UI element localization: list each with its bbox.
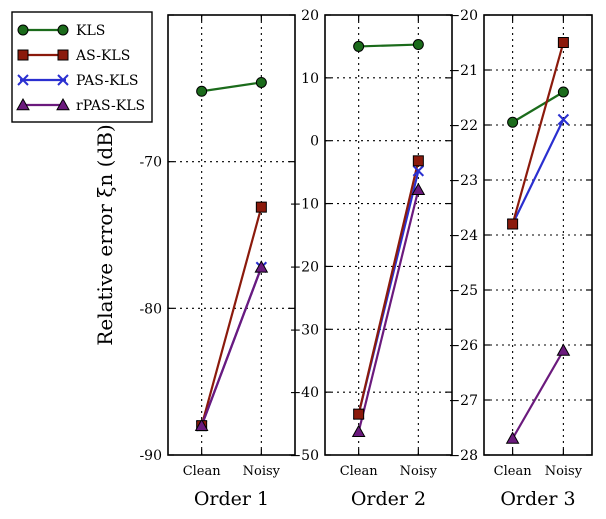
legend-marker-as-kls-a [17,49,29,61]
point-kls-clean [507,116,519,128]
y-tick-label: −22 [448,118,478,134]
panel-title: Order 2 [351,488,426,510]
y-tick-label: -80 [139,301,162,317]
y-tick-label: 20 [301,8,319,24]
point-pas-kls-noisy [557,113,570,126]
legend-entry-pas-kls: PAS-KLS [17,73,138,89]
y-tick-label: −10 [289,197,319,213]
legend-marker-kls-a [17,24,29,36]
y-tick-label: −50 [289,448,319,464]
y-tick-label: -70 [139,155,162,171]
point-kls-noisy [557,86,569,98]
y-tick-label: −27 [448,393,478,409]
series-line-rpas-kls [511,349,565,440]
legend-marker-rpas-kls-b [56,97,70,111]
series-line-pas-kls [511,119,565,225]
point-rpas-kls-noisy [411,182,426,196]
series-line-as-kls [511,42,565,225]
legend-entry-kls: KLS [17,23,105,39]
panel-1: -90 -80 -70 Clean Noisy Order 1 [139,14,296,510]
y-tick-label: −25 [448,283,478,299]
y-axis-label: Relative error ξn (dB) [93,124,117,345]
point-as-kls-noisy [255,201,267,213]
panels: -90 -80 -70 Clean Noisy Order 1 −50 −40 −30 −20 −1… [139,8,593,510]
x-tick-label: Clean [340,464,379,479]
series-line-kls [358,43,419,48]
legend-marker-as-kls-b [57,49,69,61]
panel-3: −28 −27 −26 −25 −24 −23 −22 −21 −20 Clean Noisy Ord… [448,8,593,510]
legend-label: KLS [76,23,105,39]
point-rpas-kls-noisy [254,260,269,273]
legend-entry-rpas-kls: rPAS-KLS [16,97,145,114]
y-tick-label: −26 [448,338,478,354]
series-line-kls [512,91,564,124]
panel-title: Order 1 [194,488,269,510]
y-tick-label: −30 [289,322,319,338]
legend-marker-pas-kls-a [17,74,29,86]
y-tick-label: 0 [310,134,319,150]
legend-label: rPAS-KLS [76,98,145,114]
legend-marker-kls-b [57,24,69,36]
x-tick-label: Noisy [545,464,583,479]
y-tick-label: −23 [448,173,478,189]
y-tick-label: −28 [448,448,478,464]
plot-frame [167,14,296,456]
legend-entry-as-kls: AS-KLS [17,48,130,64]
point-rpas-kls-noisy [556,343,571,356]
y-tick-label: −21 [448,63,478,79]
point-as-kls-clean [353,408,365,420]
point-as-kls-clean [507,218,519,230]
legend: KLS AS-KLS PAS-KLS rPAS-KLS [11,11,153,123]
y-tick-label: 10 [301,71,319,87]
series-line-rpas-kls [200,266,263,427]
point-pas-kls-noisy [412,165,425,177]
point-kls-clean [196,85,208,97]
y-tick-label: −20 [289,259,319,275]
series-line-as-kls [357,160,420,415]
y-tick-label: −24 [448,228,478,244]
plot-frame [324,14,453,456]
panel-title: Order 3 [500,488,575,510]
legend-marker-rpas-kls-a [16,97,30,111]
panel-2: −50 −40 −30 −20 −10 0 10 20 Clean Noisy Order 2 [289,8,453,510]
point-kls-noisy [255,76,267,88]
legend-label: AS-KLS [75,48,130,64]
point-kls-noisy [412,39,424,51]
x-tick-label: Noisy [243,464,281,479]
y-tick-label: −40 [289,385,319,401]
point-as-kls-noisy [412,155,424,167]
x-tick-label: Noisy [400,464,438,479]
series-line-kls [201,81,262,93]
y-tick-label: -90 [139,448,162,464]
point-kls-clean [353,40,365,52]
y-tick-label: −20 [448,8,478,24]
series-line-rpas-kls [357,189,420,433]
series-line-as-kls [200,206,263,426]
legend-marker-pas-kls-b [57,74,69,86]
point-rpas-kls-clean [194,418,209,431]
point-rpas-kls-clean [505,431,520,444]
x-tick-label: Clean [494,464,533,479]
point-as-kls-noisy [557,37,569,48]
point-rpas-kls-clean [351,424,366,438]
legend-label: PAS-KLS [76,73,138,89]
x-tick-label: Clean [183,464,222,479]
